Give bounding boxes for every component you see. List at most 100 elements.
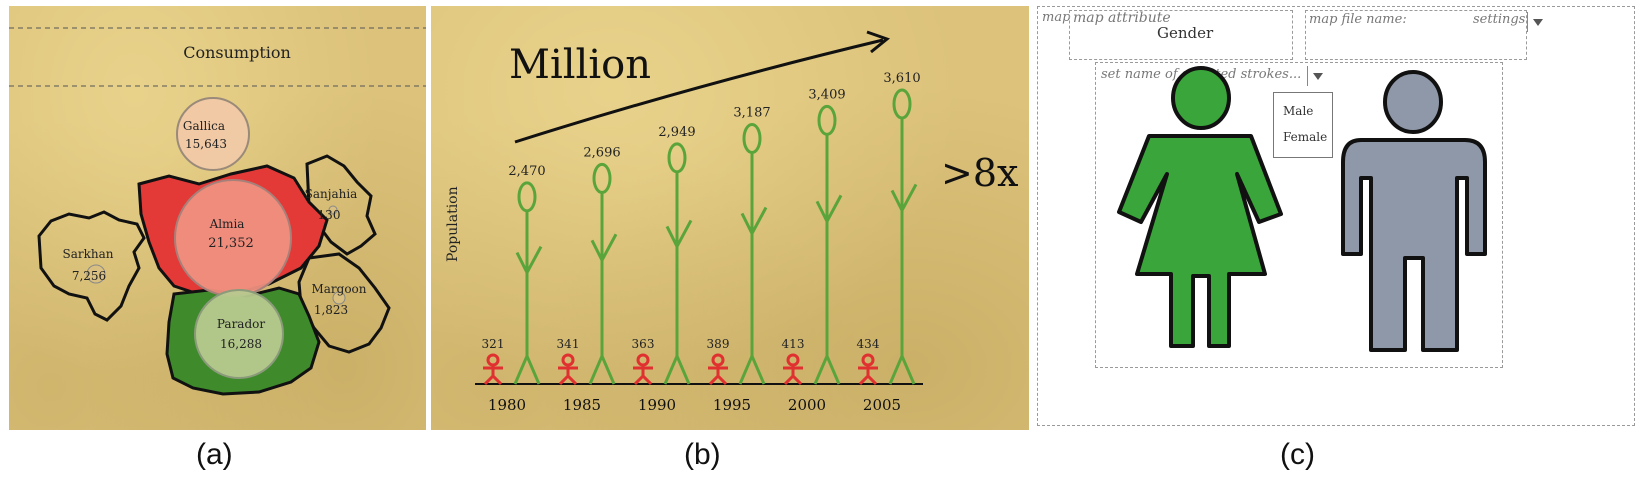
multiplier-label: >8x bbox=[941, 151, 1018, 195]
bubble-parador[interactable] bbox=[194, 289, 284, 379]
panel-b-population-chart: Million >8x Population 2,470 321 1980 2,696… bbox=[431, 6, 1029, 430]
male-body[interactable] bbox=[1341, 138, 1487, 352]
map-attribute-value[interactable]: Gender bbox=[1157, 24, 1214, 42]
x-tick-label-2005: 2005 bbox=[863, 396, 901, 414]
label-almia-name: Almia bbox=[209, 217, 245, 231]
panel-c-sketch-ui: map map attribute Gender map file name: … bbox=[1037, 6, 1635, 426]
female-head[interactable] bbox=[1171, 66, 1231, 130]
trend-arrow bbox=[514, 38, 884, 144]
label-almia-value: 21,352 bbox=[208, 236, 254, 251]
figure-legs-1985 bbox=[558, 373, 578, 386]
value-label-small-1980: 321 bbox=[482, 337, 505, 351]
stalk-arms-1985 bbox=[590, 233, 618, 264]
map-attribute-box[interactable] bbox=[1069, 10, 1293, 60]
bubble-sanjahia[interactable] bbox=[328, 205, 338, 215]
value-label-large-1990: 2,949 bbox=[658, 125, 695, 140]
figure-head-2005 bbox=[861, 353, 875, 367]
caption-b: (b) bbox=[684, 438, 721, 471]
stalk-arms-2000 bbox=[815, 194, 843, 225]
x-tick-label-2000: 2000 bbox=[788, 396, 826, 414]
chart-heading: Million bbox=[509, 42, 651, 88]
stalk-arms-1995 bbox=[740, 206, 768, 237]
value-label-small-1990: 363 bbox=[632, 337, 655, 351]
population-chart-svg: Million >8x Population 2,470 321 1980 2,696… bbox=[445, 30, 1018, 414]
label-margoon-value: 1,823 bbox=[314, 303, 348, 317]
value-label-small-2000: 413 bbox=[782, 337, 805, 351]
x-tick-label-1980: 1980 bbox=[488, 396, 526, 414]
stalk-head-1995 bbox=[742, 122, 762, 154]
stalk-legs-1990 bbox=[663, 352, 691, 385]
stalk-legs-2000 bbox=[813, 352, 841, 385]
label-sanjahia-name: Sanjahia bbox=[305, 187, 358, 201]
option-female[interactable]: Female bbox=[1283, 130, 1328, 144]
value-label-large-2005: 3,610 bbox=[883, 71, 920, 86]
map-file-box[interactable] bbox=[1305, 10, 1527, 60]
figure-head-1985 bbox=[561, 353, 575, 367]
figure-legs-1995 bbox=[708, 373, 728, 386]
bubble-gallica[interactable] bbox=[176, 97, 250, 171]
label-parador-name: Parador bbox=[217, 317, 265, 331]
x-tick-label-1990: 1990 bbox=[638, 396, 676, 414]
value-label-small-1995: 389 bbox=[707, 337, 730, 351]
map-title: Consumption bbox=[183, 43, 291, 62]
label-gallica-value: 15,643 bbox=[185, 137, 227, 151]
panel-a-map: Consumption Gallica 15,643 Almia 21,352 … bbox=[9, 6, 426, 430]
stalk-head-1980 bbox=[517, 181, 537, 213]
label-sarkhan-value: 7,256 bbox=[72, 269, 106, 283]
panel-a-svg: Consumption Gallica 15,643 Almia 21,352 … bbox=[9, 27, 426, 396]
value-label-large-2000: 3,409 bbox=[808, 87, 845, 102]
label-sarkhan-name: Sarkhan bbox=[63, 247, 114, 261]
value-label-large-1980: 2,470 bbox=[508, 164, 545, 179]
strokes-divider bbox=[1307, 66, 1308, 86]
caption-a: (a) bbox=[196, 438, 233, 471]
gender-options-menu[interactable] bbox=[1273, 92, 1333, 158]
stalk-arms-2005 bbox=[890, 183, 918, 214]
stalk-head-2000 bbox=[817, 104, 837, 136]
stalk-head-1990 bbox=[667, 142, 687, 174]
figure-head-1995 bbox=[711, 353, 725, 367]
map-file-label: map file name: bbox=[1309, 12, 1407, 27]
figure-legs-1990 bbox=[633, 373, 653, 386]
stalk-legs-2005 bbox=[888, 352, 916, 385]
strokes-frame bbox=[1095, 62, 1503, 368]
region-sarkhan-shape[interactable] bbox=[37, 210, 146, 322]
y-axis-label: Population bbox=[445, 186, 461, 262]
label-gallica-name: Gallica bbox=[183, 119, 225, 133]
figure-legs-2005 bbox=[858, 373, 878, 386]
label-sanjahia-value: 130 bbox=[318, 208, 341, 222]
label-margoon-name: Margoon bbox=[311, 282, 366, 296]
map-attribute-label: map attribute bbox=[1073, 10, 1171, 26]
figure-legs-1980 bbox=[483, 373, 503, 386]
settings-divider bbox=[1527, 12, 1528, 32]
stalk-arms-1990 bbox=[665, 219, 693, 250]
figure-head-1980 bbox=[486, 353, 500, 367]
trend-arrowhead bbox=[866, 30, 891, 54]
gender-figures-svg bbox=[1117, 66, 1487, 352]
x-tick-label-1995: 1995 bbox=[713, 396, 751, 414]
strokes-dropdown-icon[interactable] bbox=[1313, 73, 1323, 80]
bubble-sarkhan[interactable] bbox=[86, 264, 106, 284]
caption-c: (c) bbox=[1280, 438, 1315, 471]
option-male[interactable]: Male bbox=[1283, 104, 1314, 118]
stalk-head-1985 bbox=[592, 162, 612, 194]
stalk-legs-1980 bbox=[513, 352, 541, 385]
figure-head-1990 bbox=[636, 353, 650, 367]
stalk-legs-1995 bbox=[738, 352, 766, 385]
label-parador-value: 16,288 bbox=[220, 337, 262, 351]
map-frame bbox=[1037, 6, 1635, 426]
male-head[interactable] bbox=[1383, 70, 1443, 134]
female-body[interactable] bbox=[1117, 134, 1283, 348]
settings-dropdown-icon[interactable] bbox=[1533, 19, 1543, 26]
value-label-small-1985: 341 bbox=[557, 337, 580, 351]
stalk-arms-1980 bbox=[515, 245, 543, 276]
chart-marks: 2,470 321 1980 2,696 341 1985 2,949 363 1990 3,18… bbox=[482, 71, 921, 414]
settings-label[interactable]: settings bbox=[1473, 12, 1526, 27]
figure-head-2000 bbox=[786, 353, 800, 367]
map-label: map bbox=[1042, 10, 1071, 25]
x-tick-label-1985: 1985 bbox=[563, 396, 601, 414]
stalk-head-2005 bbox=[892, 88, 912, 120]
bubble-margoon[interactable] bbox=[332, 291, 346, 305]
figure-legs-2000 bbox=[783, 373, 803, 386]
value-label-large-1995: 3,187 bbox=[733, 105, 770, 120]
value-label-small-2005: 434 bbox=[857, 337, 880, 351]
